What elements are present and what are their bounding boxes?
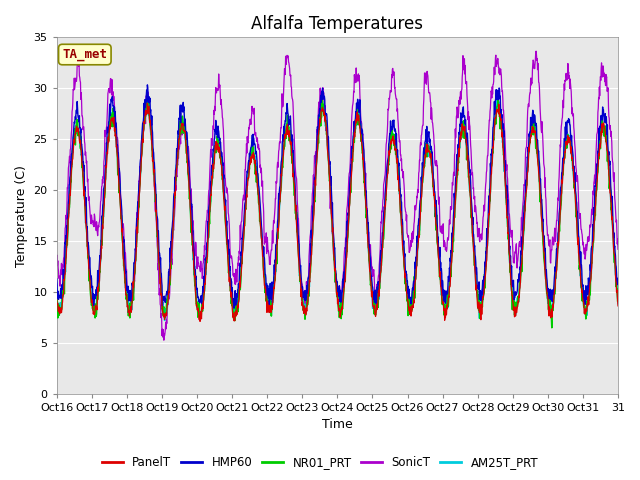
X-axis label: Time: Time xyxy=(322,419,353,432)
AM25T_PRT xyxy=(493,96,500,102)
SonicT xyxy=(470,196,478,202)
HMP60 xyxy=(313,149,321,155)
PanelT xyxy=(143,100,151,106)
HMP60 xyxy=(470,244,478,250)
NR01_PRT xyxy=(141,120,148,125)
Line: SonicT: SonicT xyxy=(57,51,618,340)
Title: Alfalfa Temperatures: Alfalfa Temperatures xyxy=(252,15,423,33)
Line: HMP60: HMP60 xyxy=(57,85,618,308)
NR01_PRT xyxy=(607,205,615,211)
NR01_PRT xyxy=(53,291,61,297)
PanelT xyxy=(53,297,61,302)
AM25T_PRT xyxy=(323,129,331,135)
Legend: PanelT, HMP60, NR01_PRT, SonicT, AM25T_PRT: PanelT, HMP60, NR01_PRT, SonicT, AM25T_P… xyxy=(97,452,543,474)
PanelT xyxy=(607,206,615,212)
HMP60 xyxy=(323,121,331,127)
HMP60 xyxy=(141,113,148,119)
SonicT xyxy=(312,145,320,151)
Text: TA_met: TA_met xyxy=(62,48,108,61)
HMP60 xyxy=(607,199,615,205)
AM25T_PRT xyxy=(53,300,61,305)
SonicT xyxy=(553,217,561,223)
NR01_PRT xyxy=(323,132,330,137)
HMP60 xyxy=(143,82,151,88)
NR01_PRT xyxy=(312,170,320,176)
PanelT xyxy=(323,145,331,151)
NR01_PRT xyxy=(470,240,477,246)
AM25T_PRT xyxy=(614,301,622,307)
HMP60 xyxy=(614,276,622,281)
NR01_PRT xyxy=(614,294,622,300)
SonicT xyxy=(141,119,148,124)
NR01_PRT xyxy=(494,94,502,99)
SonicT xyxy=(53,263,61,269)
NR01_PRT xyxy=(553,267,561,273)
Y-axis label: Temperature (C): Temperature (C) xyxy=(15,165,28,266)
AM25T_PRT xyxy=(607,207,615,213)
AM25T_PRT xyxy=(141,114,148,120)
PanelT xyxy=(313,158,321,164)
PanelT xyxy=(470,259,478,265)
AM25T_PRT xyxy=(470,246,478,252)
PanelT xyxy=(141,120,148,126)
SonicT xyxy=(532,48,540,54)
Line: PanelT: PanelT xyxy=(57,103,618,322)
PanelT xyxy=(196,319,204,324)
PanelT xyxy=(614,303,622,309)
HMP60 xyxy=(230,305,238,311)
HMP60 xyxy=(53,276,61,282)
HMP60 xyxy=(553,246,561,252)
AM25T_PRT xyxy=(312,161,320,167)
NR01_PRT xyxy=(548,325,556,331)
Line: AM25T_PRT: AM25T_PRT xyxy=(57,99,618,321)
AM25T_PRT xyxy=(161,318,168,324)
SonicT xyxy=(160,337,168,343)
SonicT xyxy=(614,246,622,252)
PanelT xyxy=(553,268,561,274)
SonicT xyxy=(607,134,615,140)
AM25T_PRT xyxy=(553,263,561,269)
Line: NR01_PRT: NR01_PRT xyxy=(57,96,618,328)
SonicT xyxy=(323,132,331,138)
